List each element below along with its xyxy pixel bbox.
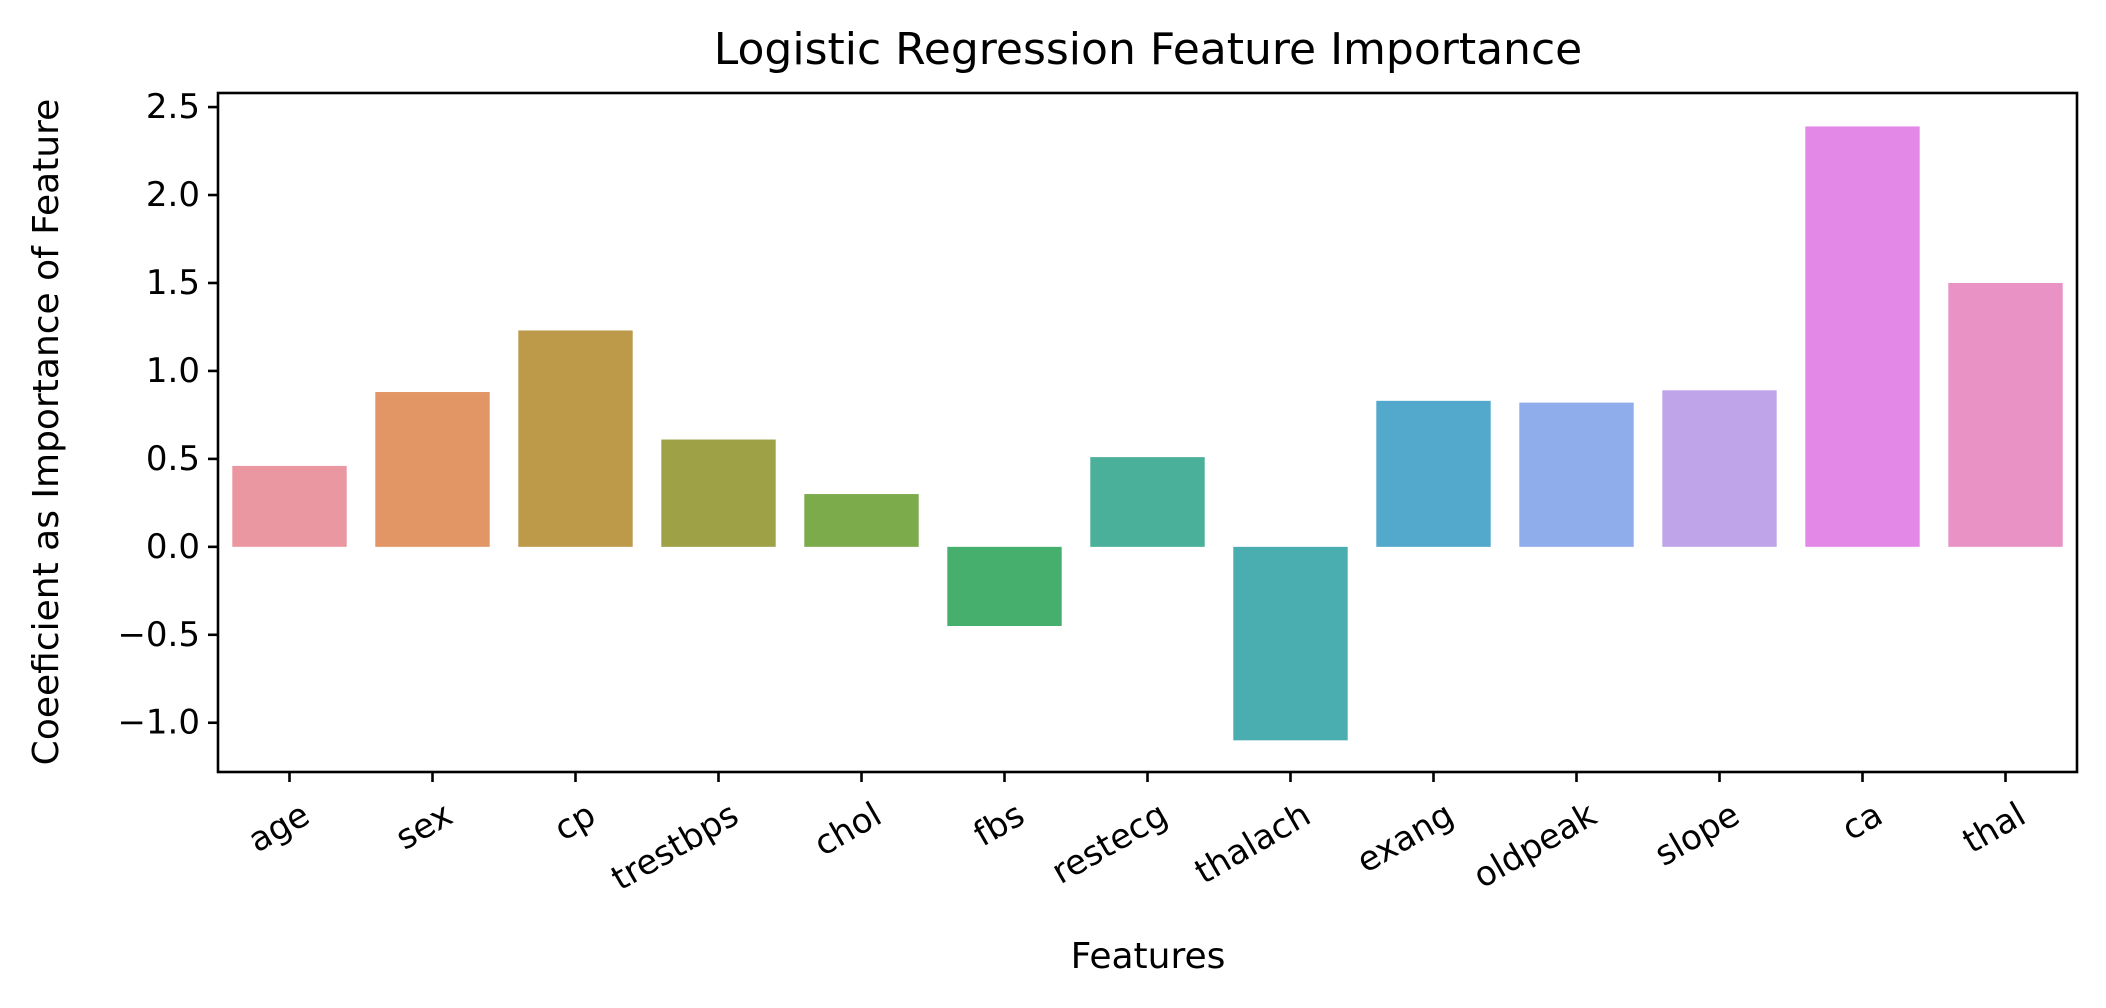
bar-thalach — [1233, 546, 1348, 741]
bar-exang — [1376, 400, 1491, 547]
y-tick-label: 1.5 — [146, 263, 200, 303]
x-tick-label: trestbps — [605, 795, 746, 899]
plot-area-frame — [216, 91, 2079, 774]
y-axis-label: Coeeficient as Importance of Feature — [26, 99, 67, 766]
bar-chol — [804, 494, 919, 547]
bar-cp — [518, 330, 633, 547]
y-tick-label: −0.5 — [117, 615, 200, 655]
x-tick-label: ca — [1835, 795, 1889, 849]
x-tick-label: fbs — [967, 795, 1031, 855]
bar-oldpeak — [1519, 402, 1634, 547]
x-tick-label: age — [242, 795, 317, 861]
y-tick-label: 0.5 — [146, 439, 200, 479]
x-tick-label: oldpeak — [1467, 794, 1604, 896]
x-tick-label: thal — [1956, 795, 2032, 862]
x-tick-label: restecg — [1045, 795, 1174, 893]
bar-sex — [375, 392, 490, 547]
bars-group — [232, 126, 2063, 741]
x-tick-label: sex — [389, 795, 459, 859]
bar-slope — [1662, 390, 1777, 547]
x-axis-label: Features — [1071, 936, 1226, 977]
y-tick-label: 0.0 — [146, 527, 200, 567]
bar-age — [232, 465, 347, 547]
x-tick-label: slope — [1648, 795, 1746, 875]
y-tick-label: −1.0 — [117, 703, 200, 743]
x-axis-ticks: age sex cp trestbps chol fbs restecg thalach exa… — [242, 772, 2032, 899]
x-tick-label: exang — [1350, 795, 1460, 882]
bar-restecg — [1090, 457, 1205, 547]
x-tick-label: thalach — [1188, 795, 1317, 893]
y-tick-label: 2.5 — [146, 87, 200, 127]
bar-trestbps — [661, 439, 776, 547]
bar-fbs — [947, 546, 1062, 626]
chart-title: Logistic Regression Feature Importance — [714, 24, 1582, 75]
y-tick-label: 2.0 — [146, 175, 200, 215]
x-tick-label: cp — [548, 795, 603, 850]
bar-thal — [1948, 282, 2063, 547]
y-tick-label: 1.0 — [146, 351, 200, 391]
x-tick-label: chol — [807, 795, 888, 865]
bar-ca — [1805, 126, 1920, 547]
y-axis-ticks: −1.0 −0.5 0.0 0.5 1.0 1.5 2.0 2.5 — [117, 87, 218, 743]
